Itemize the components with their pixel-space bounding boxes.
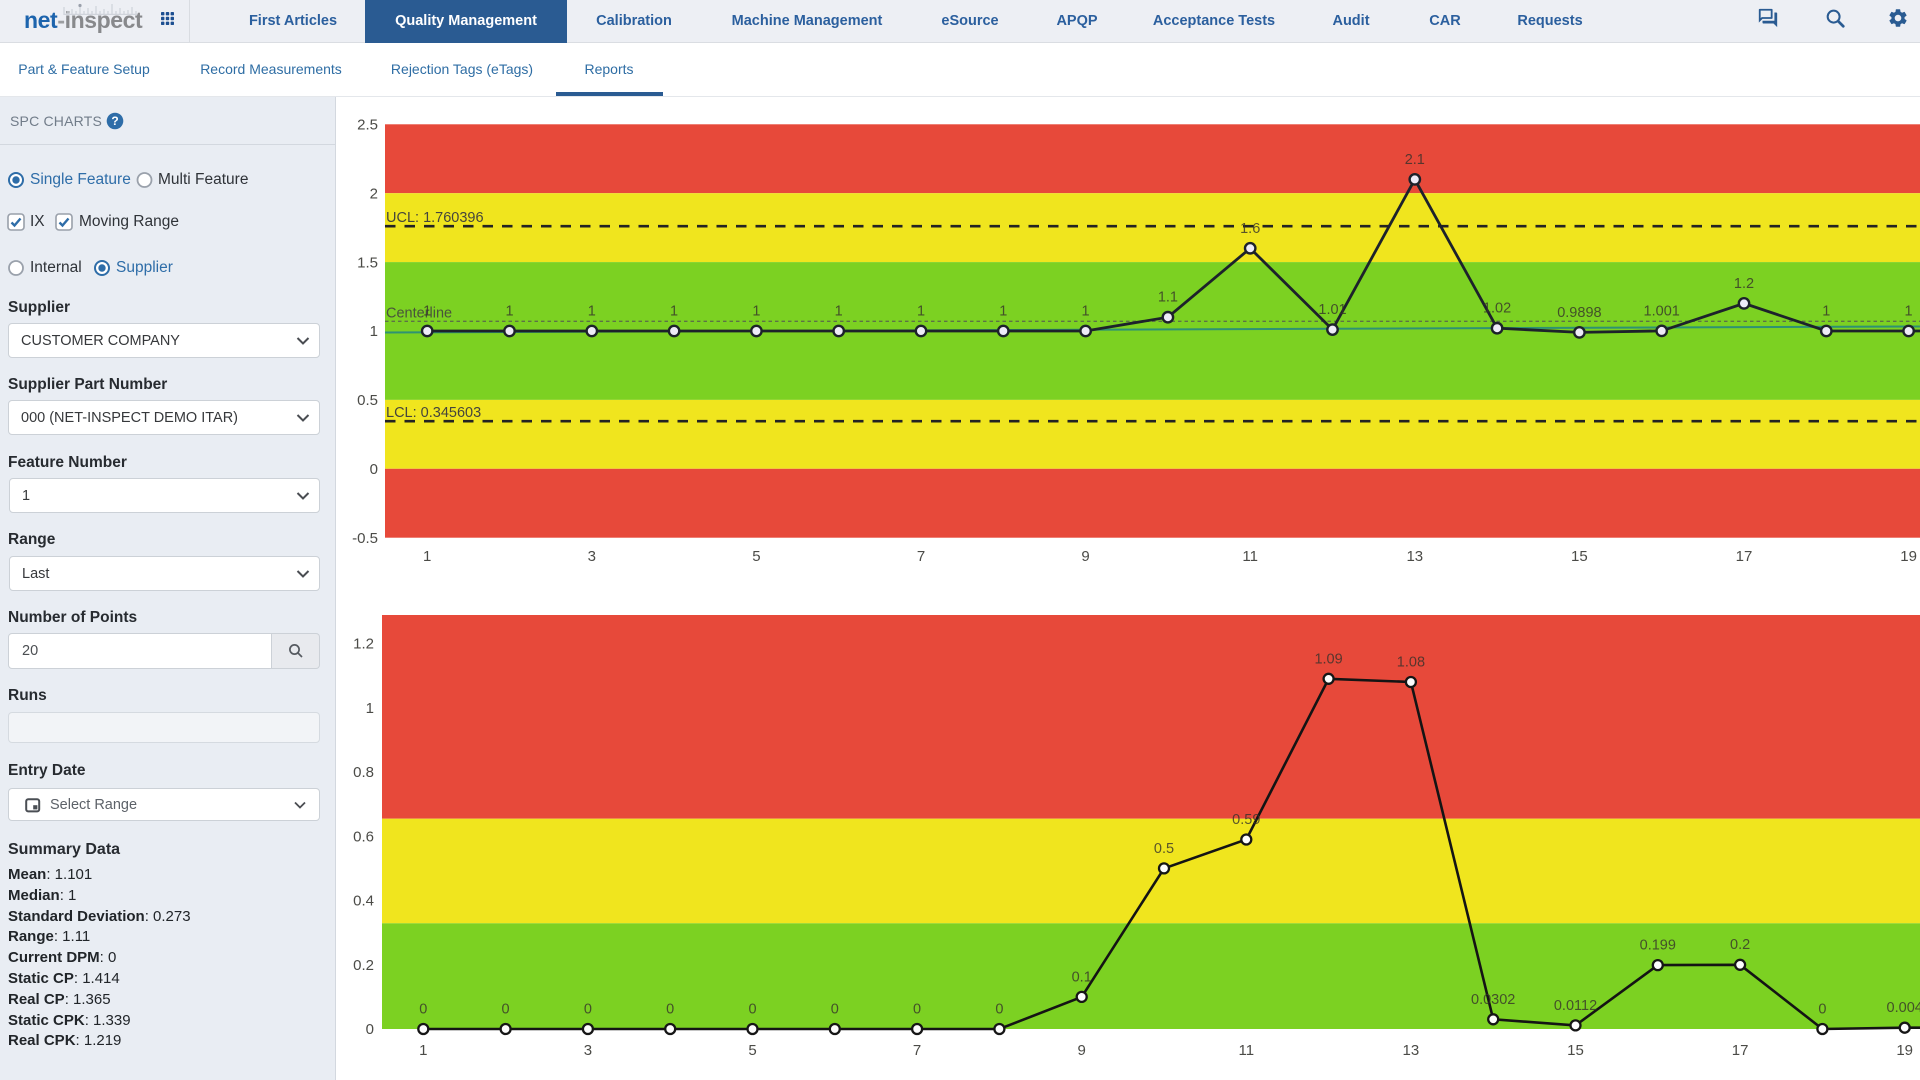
svg-text:1: 1: [670, 304, 678, 320]
svg-text:9: 9: [1078, 1042, 1086, 1059]
svg-text:0: 0: [370, 461, 378, 478]
svg-text:?: ?: [111, 114, 118, 128]
svg-text:0.2: 0.2: [353, 957, 374, 974]
svg-text:0.5: 0.5: [357, 392, 378, 409]
svg-text:0.199: 0.199: [1640, 938, 1676, 954]
svg-text:7: 7: [917, 548, 925, 565]
svg-text:3: 3: [588, 548, 596, 565]
svg-text:1: 1: [1822, 304, 1830, 320]
svg-text:0: 0: [366, 1021, 374, 1038]
svg-text:1.08: 1.08: [1397, 655, 1425, 671]
svg-text:0.004: 0.004: [1887, 1000, 1920, 1016]
svg-text:19: 19: [1900, 548, 1917, 565]
svg-text:0.59: 0.59: [1232, 812, 1260, 828]
svg-text:1.2: 1.2: [353, 636, 374, 653]
svg-text:1.6: 1.6: [1240, 221, 1260, 237]
svg-text:Centerline: Centerline: [386, 305, 452, 321]
svg-text:1: 1: [835, 304, 843, 320]
svg-text:1: 1: [423, 304, 431, 320]
svg-text:1: 1: [370, 323, 378, 340]
svg-text:11: 11: [1239, 1042, 1255, 1059]
svg-text:0.9898: 0.9898: [1557, 305, 1601, 321]
svg-text:5: 5: [748, 1042, 756, 1059]
svg-text:1.5: 1.5: [357, 254, 378, 271]
svg-text:0: 0: [419, 1002, 427, 1018]
svg-text:2.5: 2.5: [357, 117, 378, 134]
svg-text:UCL: 1.760396: UCL: 1.760396: [386, 210, 484, 226]
svg-text:0: 0: [913, 1002, 921, 1018]
svg-text:1.09: 1.09: [1314, 651, 1342, 667]
svg-text:15: 15: [1571, 548, 1588, 565]
svg-text:0.8: 0.8: [353, 764, 374, 781]
svg-text:1: 1: [1082, 304, 1090, 320]
svg-text:0: 0: [584, 1002, 592, 1018]
svg-text:1.01: 1.01: [1318, 302, 1346, 318]
svg-text:0: 0: [666, 1002, 674, 1018]
svg-text:0: 0: [995, 1002, 1003, 1018]
svg-text:1: 1: [752, 304, 760, 320]
svg-text:2: 2: [370, 185, 378, 202]
svg-text:1.1: 1.1: [1158, 290, 1178, 306]
svg-text:-0.5: -0.5: [352, 530, 378, 547]
svg-text:1: 1: [917, 304, 925, 320]
svg-text:7: 7: [913, 1042, 921, 1059]
svg-text:0: 0: [831, 1002, 839, 1018]
svg-text:1: 1: [505, 304, 513, 320]
svg-text:17: 17: [1732, 1042, 1749, 1059]
svg-text:13: 13: [1403, 1042, 1420, 1059]
svg-text:0: 0: [748, 1002, 756, 1018]
svg-text:5: 5: [752, 548, 760, 565]
svg-text:1.2: 1.2: [1734, 276, 1754, 292]
svg-text:0.1: 0.1: [1072, 969, 1092, 985]
svg-text:1.001: 1.001: [1644, 303, 1680, 319]
svg-text:0: 0: [502, 1002, 510, 1018]
svg-text:0.4: 0.4: [353, 893, 374, 910]
svg-text:0.0112: 0.0112: [1554, 998, 1597, 1014]
svg-text:11: 11: [1242, 548, 1258, 565]
svg-text:1.02: 1.02: [1483, 301, 1511, 317]
svg-text:17: 17: [1736, 548, 1753, 565]
svg-text:1: 1: [423, 548, 431, 565]
svg-text:15: 15: [1567, 1042, 1584, 1059]
svg-text:3: 3: [584, 1042, 592, 1059]
svg-text:1: 1: [419, 1042, 427, 1059]
svg-text:0.5: 0.5: [1154, 841, 1174, 857]
svg-text:1: 1: [999, 304, 1007, 320]
svg-text:2.1: 2.1: [1405, 152, 1425, 168]
svg-text:1: 1: [1905, 304, 1913, 320]
svg-text:0: 0: [1818, 1002, 1826, 1018]
svg-text:13: 13: [1406, 548, 1423, 565]
svg-text:1: 1: [366, 700, 374, 717]
svg-text:0.2: 0.2: [1730, 937, 1750, 953]
svg-text:0.6: 0.6: [353, 829, 374, 846]
svg-text:1: 1: [588, 304, 596, 320]
svg-text:0.0302: 0.0302: [1471, 992, 1515, 1008]
svg-text:9: 9: [1081, 548, 1089, 565]
svg-text:19: 19: [1896, 1042, 1913, 1059]
svg-text:LCL: 0.345603: LCL: 0.345603: [386, 405, 481, 421]
